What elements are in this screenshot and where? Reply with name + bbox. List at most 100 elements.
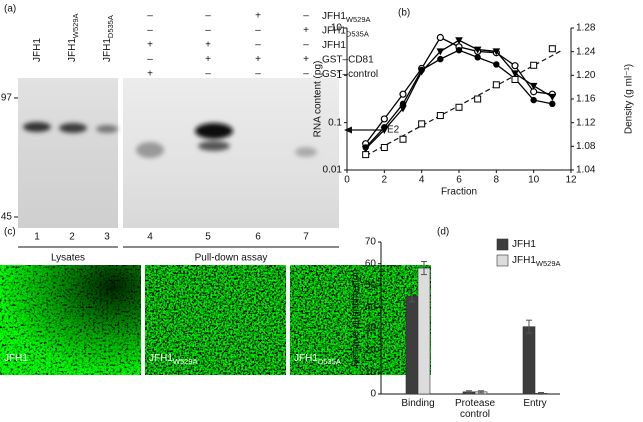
x-tick-label-box: Binding [401,398,434,409]
panel-label: (c) [4,227,16,238]
y-tick-label: 1 [336,70,342,81]
condition-sign: + [205,54,211,65]
condition-label-text: JFH1 [322,40,346,51]
condition-sign: + [205,40,211,51]
marker [455,37,463,45]
marker [380,144,388,152]
micrograph-label-sub: D535A [318,357,341,366]
lane-number: 6 [255,232,261,243]
marker [548,93,557,101]
lane-label-text: JFH1 [102,38,113,62]
marker [455,46,463,54]
legend-swatch [496,254,509,267]
marker [529,82,538,90]
condition-sign: – [147,11,153,22]
marker [548,45,556,53]
x-tick-label: 8 [494,175,500,186]
micrograph-label: JFH1 [4,353,28,364]
marker [474,54,481,61]
y2-axis-label: Density (g ml⁻¹) [624,64,635,134]
marker [399,135,407,143]
band-label: E2 [387,125,400,136]
micrograph-label-text: JFH1 [294,353,318,364]
x-tick-label-box: Protease control [454,398,496,420]
marker [399,90,407,98]
condition-label-sub: W529A [346,15,371,24]
condition-sign: – [205,25,211,36]
bands [23,122,317,158]
condition-label: GST–CD81 [322,54,374,65]
x-tick-label: 12 [565,175,577,186]
error-bar [421,261,427,276]
legend-label-text: JFH1 [512,255,536,266]
error-bar [526,319,532,334]
x-tick-label: Entry [523,398,547,409]
marker [511,75,519,83]
condition-label: JFH1W529A [322,11,371,25]
y-tick-label: 50 [365,280,377,291]
lane-number: 5 [205,232,211,243]
marker [530,61,538,69]
y2-tick-label: 1.24 [576,46,596,57]
group-label: Lysates [51,253,85,264]
legend-label-text: JFH1 [512,239,536,250]
micrograph-label: JFH1D535A [294,353,341,367]
condition-label: GST–control [322,69,378,80]
condition-sign: – [255,25,261,36]
marker [493,61,500,68]
condition-sign: + [255,11,261,22]
micrograph-label-text: JFH1 [149,353,173,364]
lane-number: 1 [34,232,40,243]
error-bar [466,390,472,394]
y2-tick-label: 1.16 [576,94,596,105]
micrograph-label-sub: W529A [173,357,198,366]
y2-tick-label: 1.08 [576,141,596,152]
x-tick-label: 2 [382,175,388,186]
panel-label: (b) [398,8,410,19]
y-tick-label: 0.1 [328,117,342,128]
x-tick-label: Protease control [454,398,496,420]
y2-tick-label: 1.04 [576,165,596,176]
band [96,125,118,133]
panel-label: (d) [437,227,449,238]
x-tick-label: 4 [419,175,425,186]
lane-number: 2 [69,232,75,243]
trend-line [365,49,562,157]
y-tick-label: 60 [365,258,377,269]
group-label: Pull-down assay [195,253,268,264]
x-tick-label: 6 [456,175,462,186]
condition-sign: – [303,69,309,80]
lane-number: 3 [104,232,110,243]
mw-marker: 97 [1,93,13,104]
marker [437,55,444,63]
y-tick-label: 20 [365,345,377,356]
arrow-head [344,126,352,134]
marker [417,68,426,76]
condition-sign: – [147,25,153,36]
y-tick-label: 70 [365,237,377,248]
x-tick-label: 0 [344,175,350,186]
marker [530,96,537,104]
y-tick-label: 10 [331,23,343,34]
error-bar [409,290,415,303]
lane-label-text: JFH1 [67,38,78,62]
marker [380,115,388,123]
y-axis-label: Relative quantification [351,269,362,367]
band [295,147,317,157]
band [136,142,164,158]
mw-marker: 45 [1,212,13,223]
marker [399,105,407,113]
marker [436,33,444,42]
band [195,123,233,139]
y-tick-label: 40 [365,302,377,313]
lane-number: 7 [303,232,309,243]
bar [417,267,431,395]
condition-sign: + [303,54,309,65]
condition-sign: – [205,69,211,80]
blot-lysates [18,78,118,228]
micrograph-label: JFH1W529A [149,353,198,367]
marker [492,81,500,89]
x-axis-label: Fraction [441,187,477,198]
legend-label: JFH1W529A [512,255,561,269]
marker [436,112,444,120]
